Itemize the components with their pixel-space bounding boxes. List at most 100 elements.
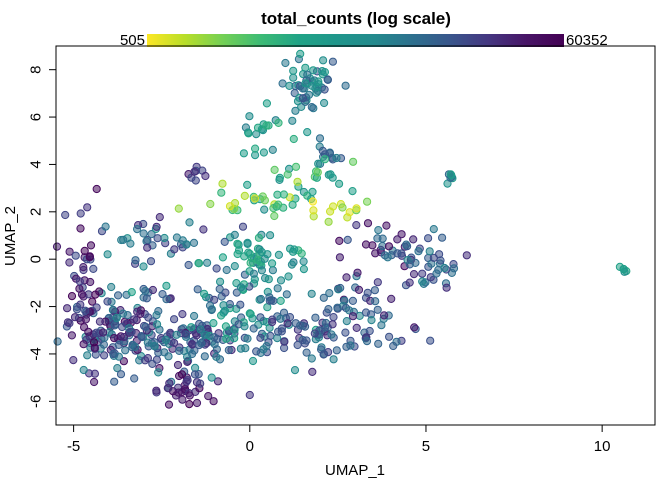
data-point [92,328,101,337]
data-point [154,368,163,377]
data-point [328,320,337,329]
data-point [290,366,300,375]
data-point [384,242,394,251]
data-point [298,94,307,103]
data-point [314,77,323,86]
data-point [387,294,396,303]
data-point [257,266,266,275]
data-point [418,269,427,278]
data-point [230,262,239,271]
y-tick-label: 4 [28,160,45,168]
data-point [361,308,371,317]
data-point [212,264,221,273]
data-point [114,291,123,300]
data-point [411,258,420,267]
data-point [304,90,314,100]
data-point [374,339,383,348]
data-point [307,289,316,298]
data-point [268,259,277,268]
data-point [314,159,323,168]
data-point [160,233,169,243]
data-point [86,277,95,287]
data-point [152,386,161,395]
data-point [274,200,283,209]
data-point [319,293,328,302]
data-point [92,303,101,312]
data-point [335,253,344,262]
data-point [225,202,235,211]
data-point [270,165,279,174]
data-point [284,272,293,281]
colorbar: 505 60352 [120,32,608,49]
x-axis: -5 0 5 10 [67,424,610,455]
data-point [230,334,239,343]
data-point [352,221,361,230]
data-point [370,286,379,295]
data-point [222,265,231,275]
data-point [158,290,167,299]
data-point [253,123,263,132]
data-point [335,236,344,245]
data-point [348,312,358,321]
data-point [332,153,341,163]
data-point [256,313,265,322]
data-point [268,145,277,154]
data-point [243,334,252,343]
data-point [80,323,89,332]
data-point [319,56,328,65]
data-point [389,341,398,351]
data-point [426,273,435,282]
data-point [239,149,248,158]
data-point [373,305,382,314]
data-point [418,277,427,286]
data-point [290,245,299,254]
data-point [293,340,302,350]
data-point [189,238,199,247]
y-tick-label: 6 [28,113,45,121]
data-point [354,285,364,294]
data-point [382,221,391,230]
data-point [246,309,255,319]
data-point [130,315,139,324]
data-point [362,337,372,346]
data-point [348,187,357,196]
colorbar-max-label: 60352 [566,32,608,49]
data-point [288,116,297,125]
data-point [119,309,128,318]
data-point [240,191,249,200]
data-point [187,340,197,349]
data-point [307,103,316,112]
data-point [146,257,156,266]
data-point [196,379,205,388]
data-point [63,304,72,313]
data-point [363,219,373,228]
data-point [291,106,300,115]
data-point [139,262,148,271]
data-point [289,66,298,75]
data-point [133,307,142,316]
chart-title: total_counts (log scale) [261,9,451,28]
data-point [303,70,312,79]
data-point [153,234,162,243]
data-point [99,340,109,349]
data-point [199,225,208,234]
data-point [278,79,287,88]
data-point [200,289,209,298]
data-point [262,99,271,108]
data-point [374,226,383,235]
data-point [371,249,380,258]
data-point [248,356,258,366]
data-point [207,373,216,382]
data-point [92,184,101,194]
data-point [101,222,110,231]
data-point [276,314,285,323]
data-point [110,377,119,386]
data-point [251,144,260,153]
data-point [276,276,286,285]
data-point [442,283,451,292]
data-point [328,173,337,182]
data-point [619,265,628,274]
data-point [446,170,455,179]
data-point [288,200,297,209]
